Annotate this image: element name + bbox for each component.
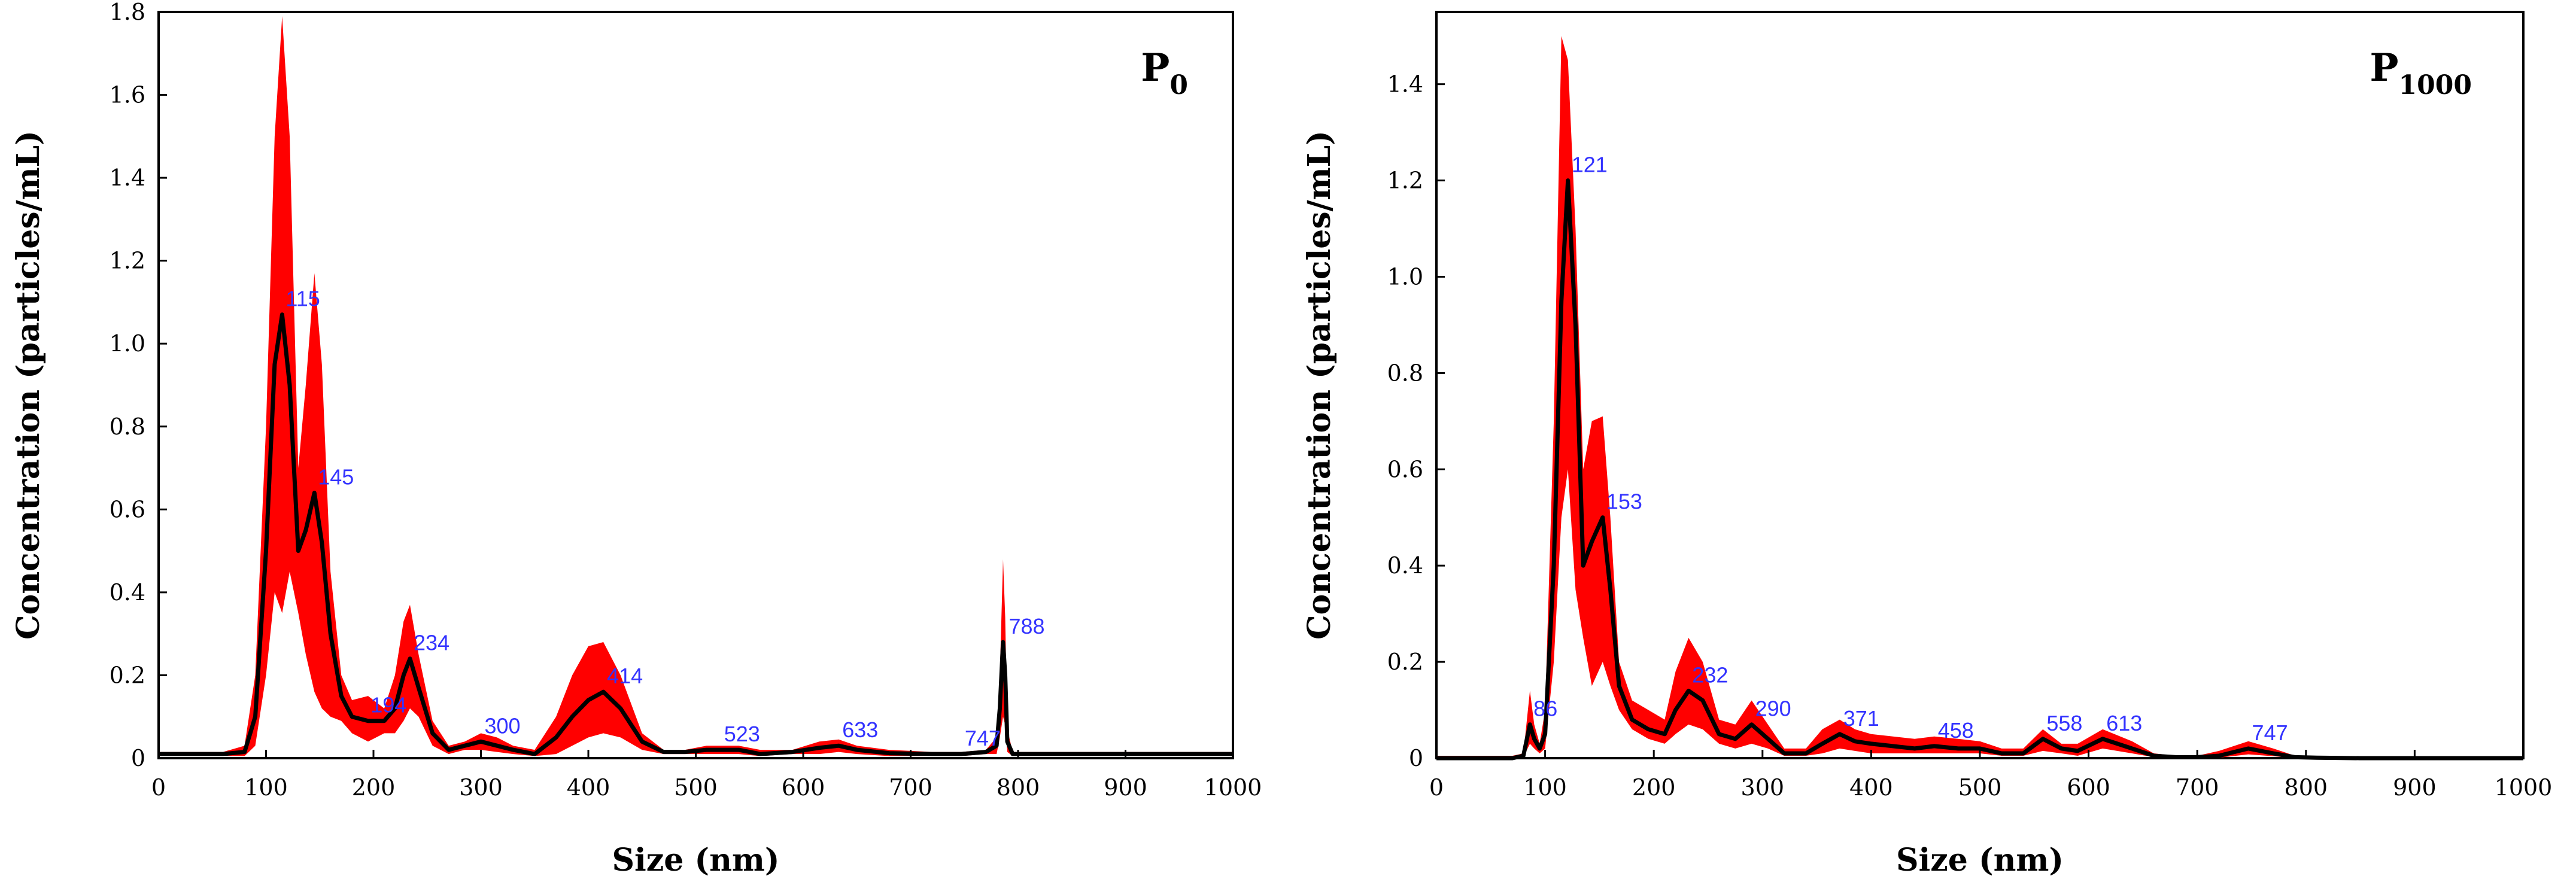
peak-label: 458 (1938, 718, 1974, 743)
y-tick-label: 1.4 (1387, 71, 1423, 98)
peak-label: 371 (1843, 706, 1879, 731)
y-tick-label: 0.4 (110, 579, 145, 606)
x-tick-label: 900 (1104, 774, 1147, 801)
x-tick-label: 0 (1429, 774, 1444, 801)
panel-title-subscript: 1000 (2399, 70, 2472, 101)
peak-label: 613 (2106, 711, 2142, 735)
peak-label: 290 (1755, 697, 1791, 721)
peak-label: 523 (724, 722, 760, 746)
y-tick-label: 0.6 (1387, 456, 1423, 482)
peak-label: 121 (1572, 153, 1608, 177)
mean-concentration-line (159, 312, 1233, 756)
panel-title-letter: P (2370, 45, 2398, 90)
y-tick-label: 0.8 (110, 413, 145, 440)
peak-label: 788 (1008, 614, 1044, 638)
y-tick-label: 1.2 (1387, 168, 1423, 194)
x-tick-label: 1000 (1204, 774, 1262, 801)
x-tick-label: 200 (352, 774, 396, 801)
peak-label: 194 (370, 693, 406, 717)
x-tick-label: 100 (244, 774, 288, 801)
mean-concentration-line (1436, 178, 2523, 761)
x-axis-title: Size (nm) (612, 842, 779, 878)
x-tick-label: 400 (567, 774, 610, 801)
y-tick-label: 1.0 (1387, 263, 1423, 290)
panel-title: P0 (1141, 45, 1188, 101)
peak-label: 232 (1692, 662, 1728, 687)
peak-label: 633 (842, 717, 878, 742)
y-tick-label: 0 (131, 745, 145, 771)
y-tick-label: 0.2 (110, 662, 145, 688)
peak-label: 86 (1533, 697, 1557, 721)
x-tick-label: 100 (1523, 774, 1567, 801)
y-tick-label: 1.6 (110, 82, 145, 108)
y-tick-label: 0.8 (1387, 360, 1423, 386)
x-tick-label: 700 (889, 774, 932, 801)
peak-label: 153 (1606, 489, 1642, 514)
x-tick-label: 200 (1632, 774, 1676, 801)
x-tick-label: 1000 (2495, 774, 2553, 801)
peak-label: 558 (2046, 711, 2082, 735)
x-tick-label: 900 (2393, 774, 2437, 801)
x-axis-title: Size (nm) (1896, 842, 2064, 878)
x-tick-label: 500 (1958, 774, 2002, 801)
chart-panel-1: 0 100 200 300 400 500 600 700 800 900 1000 0 0.2 0.4 0… (1301, 11, 2553, 878)
x-tick-label: 300 (1741, 774, 1785, 801)
x-tick-label: 500 (674, 774, 718, 801)
panel-title-subscript: 0 (1169, 70, 1188, 101)
peak-label: 300 (485, 713, 521, 738)
peak-label: 414 (607, 664, 643, 688)
y-tick-label: 0 (1409, 745, 1423, 771)
chart-panel-0: 0 100 200 300 400 500 600 700 800 900 1000 0 0.2 0.4 0… (10, 0, 1262, 878)
x-tick-label: 700 (2176, 774, 2219, 801)
x-tick-label: 600 (782, 774, 825, 801)
x-tick-label: 800 (997, 774, 1040, 801)
peak-label: 747 (965, 726, 1001, 750)
y-tick-label: 1.0 (110, 330, 145, 357)
y-axis-title: Concentration (particles/mL) (10, 130, 47, 640)
x-tick-label: 600 (2067, 774, 2110, 801)
y-axis-title: Concentration (particles/mL) (1301, 130, 1338, 640)
peak-label: 747 (2252, 720, 2288, 745)
peak-label: 234 (414, 631, 449, 655)
x-tick-label: 0 (151, 774, 166, 801)
error-band-area (159, 16, 1233, 756)
error-band-area (1436, 36, 2523, 759)
y-tick-label: 0.4 (1387, 552, 1423, 579)
peak-label: 145 (318, 465, 354, 489)
x-tick-label: 800 (2285, 774, 2328, 801)
panel-title: P1000 (2370, 45, 2472, 101)
y-tick-label: 1.8 (110, 0, 145, 25)
x-tick-label: 400 (1849, 774, 1893, 801)
x-tick-label: 300 (459, 774, 503, 801)
y-tick-label: 0.2 (1387, 649, 1423, 675)
y-tick-label: 0.6 (110, 496, 145, 522)
y-tick-label: 1.2 (110, 248, 145, 274)
peak-label: 115 (285, 287, 320, 311)
y-tick-label: 1.4 (110, 165, 145, 191)
panel-title-letter: P (1141, 45, 1169, 90)
